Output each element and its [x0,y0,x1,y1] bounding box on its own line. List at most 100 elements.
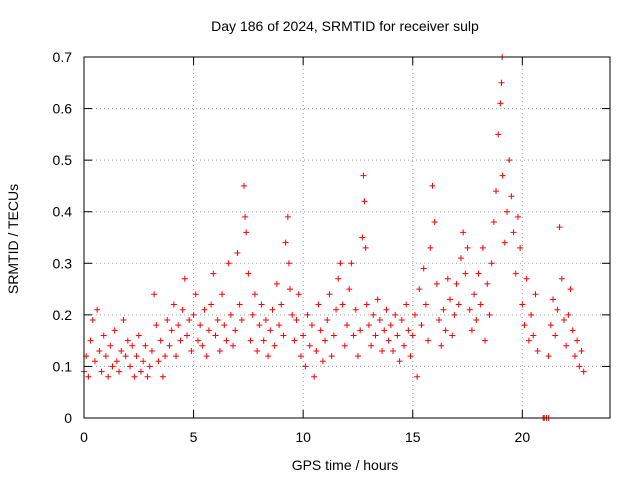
data-point [276,322,283,329]
data-point [94,306,101,313]
data-point [431,219,438,226]
data-point [357,327,364,334]
data-point [251,291,258,298]
data-point [550,296,557,303]
data-point [560,317,567,324]
data-point [344,322,350,329]
data-point [324,317,331,324]
data-point [525,337,532,344]
data-point [354,353,361,360]
data-point [498,79,505,86]
data-point [547,322,554,329]
y-tick-label: 0.6 [53,101,73,117]
data-point [574,337,581,344]
data-point [188,347,195,354]
data-point [113,358,120,365]
data-point [194,337,201,344]
data-point [155,358,162,365]
data-point [403,301,410,308]
data-point [230,342,237,349]
data-point [216,347,223,354]
data-point [473,317,480,324]
data-point [205,327,212,334]
data-points [81,54,587,421]
data-point [330,332,337,339]
data-point [460,229,467,236]
data-point [488,260,495,267]
data-point [360,172,367,179]
data-point [506,157,513,164]
data-point [232,327,239,334]
data-point [273,280,280,287]
data-point [372,332,379,339]
data-point [510,229,517,236]
data-point [190,311,197,318]
data-point [350,332,357,339]
data-point [289,311,296,318]
data-point [405,327,412,334]
data-point [181,275,188,282]
data-point [208,301,215,308]
data-point [361,198,368,205]
data-point [271,342,278,349]
data-point [102,353,109,360]
data-point [363,301,370,308]
data-point [304,311,311,318]
data-point [370,311,377,318]
data-point [295,291,302,298]
data-point [96,347,103,354]
data-point [269,306,276,313]
data-point [85,373,92,380]
data-point [368,342,375,349]
data-point [385,337,392,344]
data-point [333,306,340,313]
y-axis-label: SRMTID / TECUs [5,184,21,294]
data-point [308,322,315,329]
data-point [184,332,191,339]
data-point [468,327,475,334]
data-point [315,301,322,308]
data-point [521,322,528,329]
plot-frame [83,56,611,419]
data-point [383,306,390,313]
data-point [146,363,153,370]
data-point [407,353,414,360]
data-point [162,353,169,360]
data-point [287,286,294,293]
data-point [348,260,355,267]
x-tick-label: 15 [405,429,421,445]
data-point [576,363,583,370]
data-point [374,296,381,303]
data-point [362,244,369,251]
data-point [534,347,541,354]
data-point [238,317,245,324]
data-point [455,301,462,308]
grid-lines [84,57,610,418]
data-point [335,275,342,282]
data-point [234,249,241,256]
y-tick-label: 0 [64,410,72,426]
data-point [493,188,500,195]
data-point [471,291,478,298]
x-tick-label: 20 [515,429,531,445]
axis-ticks [83,56,610,419]
data-point [148,347,155,354]
data-point [297,353,304,360]
data-point [392,311,399,318]
data-point [291,337,298,344]
data-point [302,363,309,370]
data-point [337,260,344,267]
data-point [311,373,318,380]
data-point [339,301,346,308]
data-point [89,317,96,324]
data-point [186,317,193,324]
data-point [381,327,388,334]
data-point [479,244,486,251]
data-point [142,342,149,349]
data-point [545,353,552,360]
data-point [563,342,570,349]
data-point [236,301,243,308]
data-point [219,291,226,298]
data-point [449,332,456,339]
data-point [567,286,574,293]
